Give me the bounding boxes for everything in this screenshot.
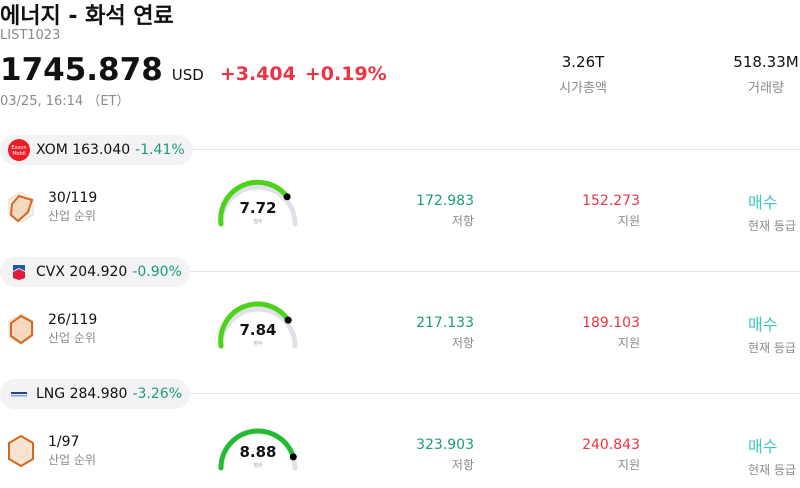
divider: [180, 149, 800, 150]
volume-stat: 518.33M 거래량: [728, 53, 800, 96]
support-value: 152.273: [582, 193, 640, 209]
resistance-label: 저항: [451, 336, 474, 350]
stock-symbol-price: LNG 284.980: [36, 386, 128, 402]
grade-label: 현재 등급: [748, 463, 796, 477]
market-cap-value: 3.26T: [561, 53, 605, 71]
resistance-metric: 323.903 저항: [384, 437, 474, 473]
stock-chip-lng[interactable]: LNG 284.980 -3.26%: [0, 379, 190, 409]
grade-metric: 매수 현재 등급: [748, 189, 800, 234]
grade-metric: 매수 현재 등급: [748, 433, 800, 478]
timestamp: 03/25, 16:14 （ET）: [0, 94, 130, 109]
market-cap-label: 시가총액: [559, 81, 607, 96]
resistance-label: 저항: [451, 458, 474, 472]
score-value: 7.84: [239, 321, 277, 339]
stock-change-percent: -0.90%: [132, 264, 182, 280]
grade-label: 현재 등급: [748, 341, 796, 355]
stock-chip-xom[interactable]: Exxon Mobil XOM 163.040 -1.41%: [0, 135, 193, 165]
price-row: 1745.878 USD +3.404 +0.19%: [0, 52, 387, 88]
page-title: 에너지 - 화석 연료: [0, 4, 174, 29]
score-value: 7.72: [239, 199, 277, 217]
grade-value: 매수: [748, 437, 778, 456]
price-change: +3.404: [219, 63, 296, 85]
score-label: 점수: [253, 463, 263, 469]
radar-chart-icon: [8, 313, 34, 345]
support-label: 지원: [617, 214, 640, 228]
volume-value: 518.33M: [733, 53, 799, 71]
cheniere-logo-icon: [8, 383, 30, 405]
support-value: 240.843: [582, 437, 640, 453]
score-label: 점수: [253, 219, 263, 225]
resistance-metric: 172.983 저항: [384, 193, 474, 229]
score-gauge: 8.88 점수: [213, 423, 303, 473]
market-cap-stat: 3.26T 시가총액: [548, 53, 618, 96]
currency: USD: [171, 66, 204, 84]
industry-rank-value: 30/119: [48, 190, 98, 206]
industry-rank-label: 산업 순위: [48, 209, 96, 223]
divider: [180, 271, 800, 272]
stock-symbol-price: CVX 204.920: [36, 264, 128, 280]
list-code: LIST1023: [0, 28, 61, 43]
industry-rank-value: 26/119: [48, 312, 98, 328]
support-metric: 240.843 지원: [550, 437, 640, 473]
radar-chart-icon: [8, 191, 34, 223]
grade-value: 매수: [748, 315, 778, 334]
resistance-value: 217.133: [416, 315, 474, 331]
svg-text:Exxon: Exxon: [11, 145, 26, 151]
stock-change-percent: -3.26%: [132, 386, 182, 402]
resistance-metric: 217.133 저항: [384, 315, 474, 351]
divider: [180, 393, 800, 394]
stock-section-xom: Exxon Mobil XOM 163.040 -1.41% 30/119 산업 …: [0, 135, 800, 257]
support-label: 지원: [617, 336, 640, 350]
resistance-label: 저항: [451, 214, 474, 228]
stock-symbol-price: XOM 163.040: [36, 142, 131, 158]
index-price: 1745.878: [0, 52, 163, 88]
score-gauge: 7.84 점수: [213, 301, 303, 351]
stock-section-lng: LNG 284.980 -3.26% 1/97 산업 순위 8.88 점수 32…: [0, 379, 800, 488]
grade-value: 매수: [748, 193, 778, 212]
stock-change-percent: -1.41%: [135, 142, 185, 158]
price-change-percent: +0.19%: [304, 63, 387, 85]
radar-chart-icon: [8, 434, 34, 468]
support-metric: 189.103 지원: [550, 315, 640, 351]
grade-label: 현재 등급: [748, 219, 796, 233]
exxonmobil-logo-icon: Exxon Mobil: [8, 139, 30, 161]
industry-rank-label: 산업 순위: [48, 331, 96, 345]
support-label: 지원: [617, 458, 640, 472]
stock-section-cvx: CVX 204.920 -0.90% 26/119 산업 순위 7.84 점수 …: [0, 257, 800, 379]
svg-text:Mobil: Mobil: [12, 151, 25, 157]
stock-chip-cvx[interactable]: CVX 204.920 -0.90%: [0, 257, 190, 287]
support-metric: 152.273 지원: [550, 193, 640, 229]
industry-rank-value: 1/97: [48, 434, 80, 450]
score-gauge: 7.72 점수: [213, 179, 303, 229]
chevron-logo-icon: [8, 261, 30, 283]
score-value: 8.88: [239, 443, 277, 461]
score-label: 점수: [253, 341, 263, 347]
industry-rank-label: 산업 순위: [48, 453, 96, 467]
support-value: 189.103: [582, 315, 640, 331]
resistance-value: 172.983: [416, 193, 474, 209]
grade-metric: 매수 현재 등급: [748, 311, 800, 356]
resistance-value: 323.903: [416, 437, 474, 453]
volume-label: 거래량: [748, 81, 784, 96]
